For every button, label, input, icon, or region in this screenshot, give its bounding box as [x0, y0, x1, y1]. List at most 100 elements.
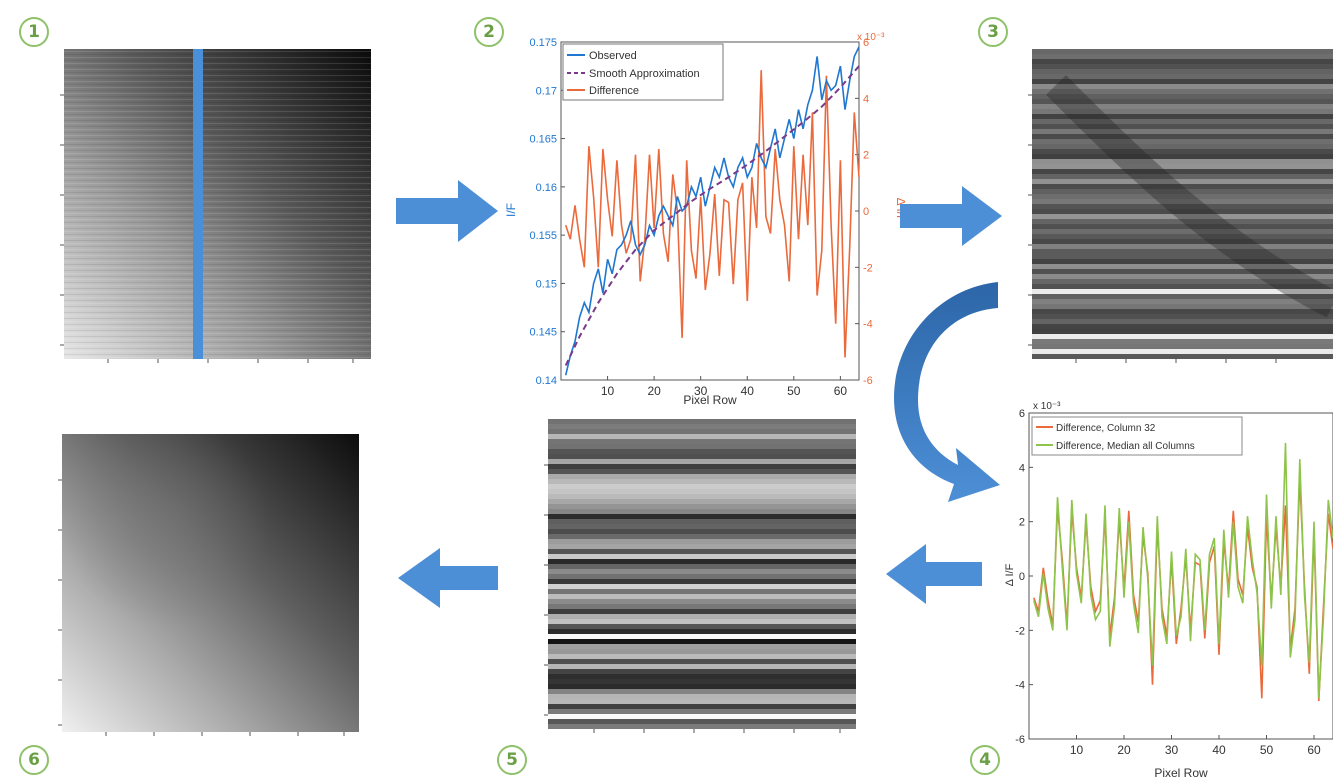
legend-column-32: Difference, Column 32 — [1056, 423, 1156, 434]
image-row — [1032, 129, 1333, 134]
right-axis-label: Δ I/F — [894, 198, 905, 223]
right-axis-exponent: x 10⁻³ — [857, 32, 885, 43]
stripe-row — [548, 599, 856, 604]
image-row — [1032, 249, 1333, 254]
legend-smooth-approximation: Smooth Approximation — [589, 68, 700, 80]
stripe-row — [548, 519, 856, 524]
original-image-figure — [60, 49, 371, 363]
left-tick-label: 0.15 — [536, 278, 557, 290]
image-row — [1032, 84, 1333, 89]
image-row — [1032, 134, 1333, 139]
image-row — [1032, 319, 1333, 324]
image-row — [1032, 284, 1333, 289]
axis-ticks — [60, 94, 354, 363]
x-tick-label: 60 — [834, 384, 848, 398]
arrow-right-icon — [396, 180, 498, 242]
left-tick-label: 0.165 — [529, 134, 557, 146]
stripe-row — [548, 489, 856, 494]
y-tick-label: 6 — [1019, 408, 1025, 420]
arrow-right-icon — [900, 186, 1002, 246]
image-row — [1032, 109, 1333, 114]
stripe-row — [548, 669, 856, 674]
panel-difference-image — [1016, 45, 1333, 365]
left-tick-label: 0.155 — [529, 230, 557, 242]
image-row — [1032, 49, 1333, 54]
stripe-row — [548, 574, 856, 579]
stripe-row — [548, 529, 856, 534]
image-row — [1032, 169, 1333, 174]
image-row — [1032, 139, 1333, 144]
image-row — [1032, 334, 1333, 339]
y-tick-label: 0 — [1019, 571, 1025, 583]
stripe-row — [548, 589, 856, 594]
left-axis-label: I/F — [505, 203, 518, 217]
x-tick-label: 20 — [1117, 743, 1131, 757]
image-feature — [1046, 75, 1333, 318]
arrow-left-icon — [398, 548, 498, 608]
image-row — [1032, 324, 1333, 329]
stripe-row — [548, 419, 856, 424]
image-row — [1032, 79, 1333, 84]
stripe-row — [548, 559, 856, 564]
image-row — [1032, 304, 1333, 309]
step-badge-6: 6 — [19, 745, 49, 775]
image-row — [1032, 194, 1333, 199]
difference-line — [564, 70, 860, 358]
image-row — [1032, 94, 1333, 99]
x-tick-label: 50 — [1260, 743, 1274, 757]
stripe-row — [548, 614, 856, 619]
right-tick-label: -2 — [863, 262, 873, 274]
y-tick-label: -2 — [1015, 625, 1025, 637]
stripe-row — [548, 709, 856, 714]
stripe-row — [548, 479, 856, 484]
y-tick-label: 4 — [1019, 462, 1025, 474]
stripe-row — [548, 704, 856, 709]
image-row — [1032, 279, 1333, 284]
stripe-row — [548, 554, 856, 559]
stripe-row — [548, 454, 856, 459]
column-profile-chart: 0.14 0.145 0.15 0.155 0.16 0.165 0.17 0.175 -6 -… — [505, 32, 905, 407]
step-badge-5: 5 — [497, 745, 527, 775]
image-row — [1032, 154, 1333, 159]
image-row — [1032, 229, 1333, 234]
image-row — [1032, 64, 1333, 69]
stripe-row — [548, 484, 856, 489]
stripe-row — [548, 679, 856, 684]
stripe-row — [548, 584, 856, 589]
right-tick-label: 6 — [863, 37, 869, 49]
image-row — [1032, 124, 1333, 129]
stripe-row — [548, 449, 856, 454]
stripe-row — [548, 619, 856, 624]
panel-corrected-image — [44, 430, 374, 750]
stripe-row — [548, 564, 856, 569]
stripe-row — [548, 604, 856, 609]
stripe-row — [548, 549, 856, 554]
image-row — [1032, 204, 1333, 209]
panel-stripe-pattern — [530, 415, 870, 745]
stripe-row — [548, 649, 856, 654]
image-row — [1032, 179, 1333, 184]
image-row — [1032, 164, 1333, 169]
right-tick-label: 2 — [863, 150, 869, 162]
stripe-row — [548, 609, 856, 614]
stripe-row — [548, 714, 856, 719]
image-row — [1032, 54, 1333, 59]
legend: Difference, Column 32 Difference, Median… — [1031, 416, 1243, 456]
stripe-row — [548, 424, 856, 429]
stripe-row — [548, 659, 856, 664]
stripe-row — [548, 524, 856, 529]
y-tick-label: -4 — [1015, 680, 1025, 692]
x-tick-label: 50 — [787, 384, 801, 398]
stripe-row — [548, 459, 856, 464]
image-row — [1032, 89, 1333, 94]
stripe-row — [548, 469, 856, 474]
curved-arrow-icon — [894, 282, 1000, 502]
image-row — [1032, 159, 1333, 164]
image-row — [1032, 119, 1333, 124]
image-row — [1032, 189, 1333, 194]
legend-median-all-columns: Difference, Median all Columns — [1056, 441, 1195, 452]
stripe-row — [548, 544, 856, 549]
stripe-row — [548, 444, 856, 449]
step-badge-4: 4 — [970, 745, 1000, 775]
left-tick-label: 0.16 — [536, 182, 557, 194]
